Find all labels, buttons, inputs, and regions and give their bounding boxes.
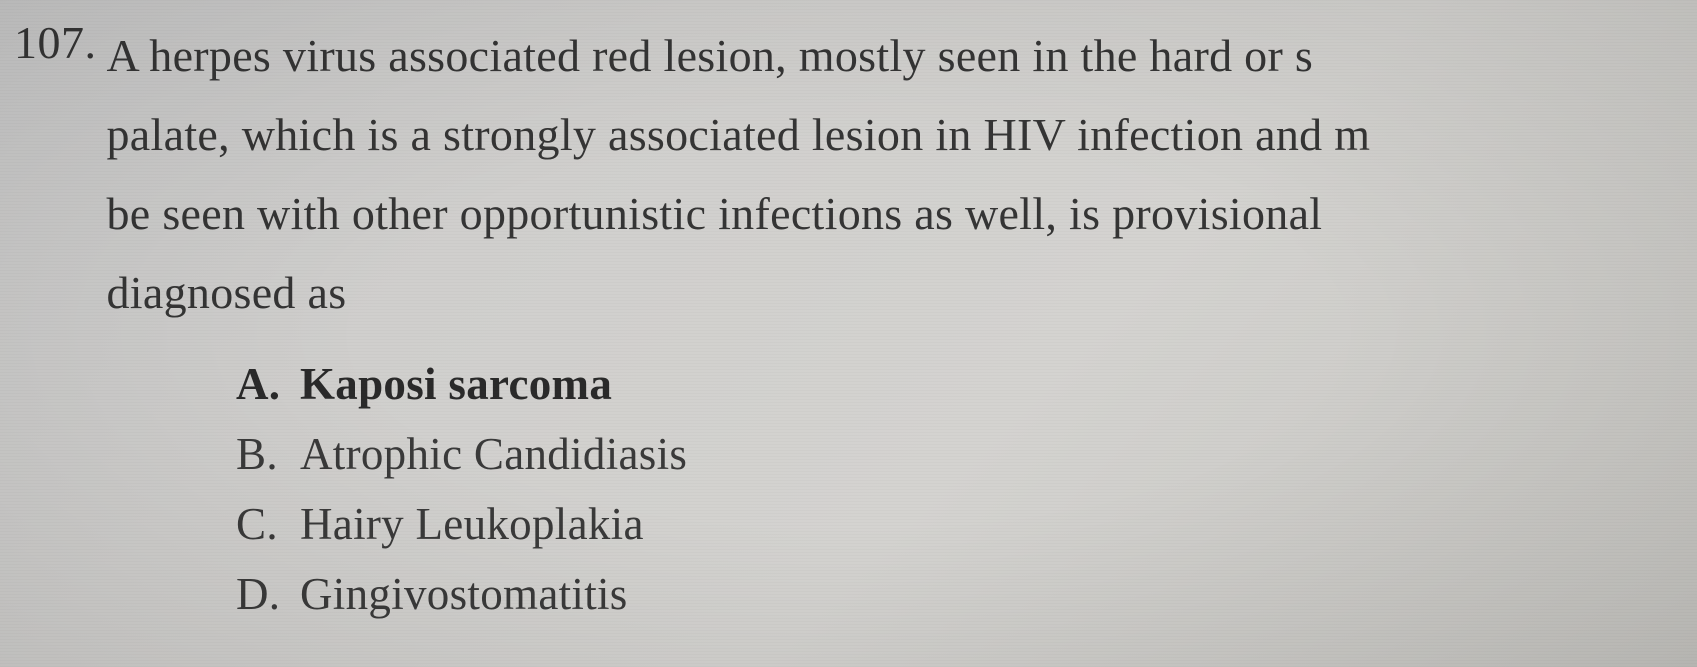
option-letter-b: B. [236, 420, 300, 490]
question-line-1: A herpes virus associated red lesion, mo… [107, 30, 1314, 81]
question-container: 107. A herpes virus associated red lesio… [0, 0, 1697, 629]
question-line-4: diagnosed as [107, 267, 347, 318]
options-list: A. Kaposi sarcoma B. Atrophic Candidiasi… [14, 350, 1697, 629]
option-text-b: Atrophic Candidiasis [300, 420, 687, 490]
question-stem: A herpes virus associated red lesion, mo… [97, 16, 1371, 332]
option-b: B. Atrophic Candidiasis [236, 420, 1697, 490]
option-d: D. Gingivostomatitis [236, 560, 1697, 630]
option-letter-d: D. [236, 560, 300, 630]
option-text-d: Gingivostomatitis [300, 560, 628, 630]
option-letter-c: C. [236, 490, 300, 560]
question-line-2: palate, which is a strongly associated l… [107, 109, 1371, 160]
question-number: 107. [14, 16, 97, 69]
option-text-a: Kaposi sarcoma [300, 350, 612, 420]
option-c: C. Hairy Leukoplakia [236, 490, 1697, 560]
question-block: 107. A herpes virus associated red lesio… [14, 16, 1697, 332]
option-letter-a: A. [236, 350, 300, 420]
option-a: A. Kaposi sarcoma [236, 350, 1697, 420]
option-text-c: Hairy Leukoplakia [300, 490, 644, 560]
question-line-3: be seen with other opportunistic infecti… [107, 188, 1323, 239]
